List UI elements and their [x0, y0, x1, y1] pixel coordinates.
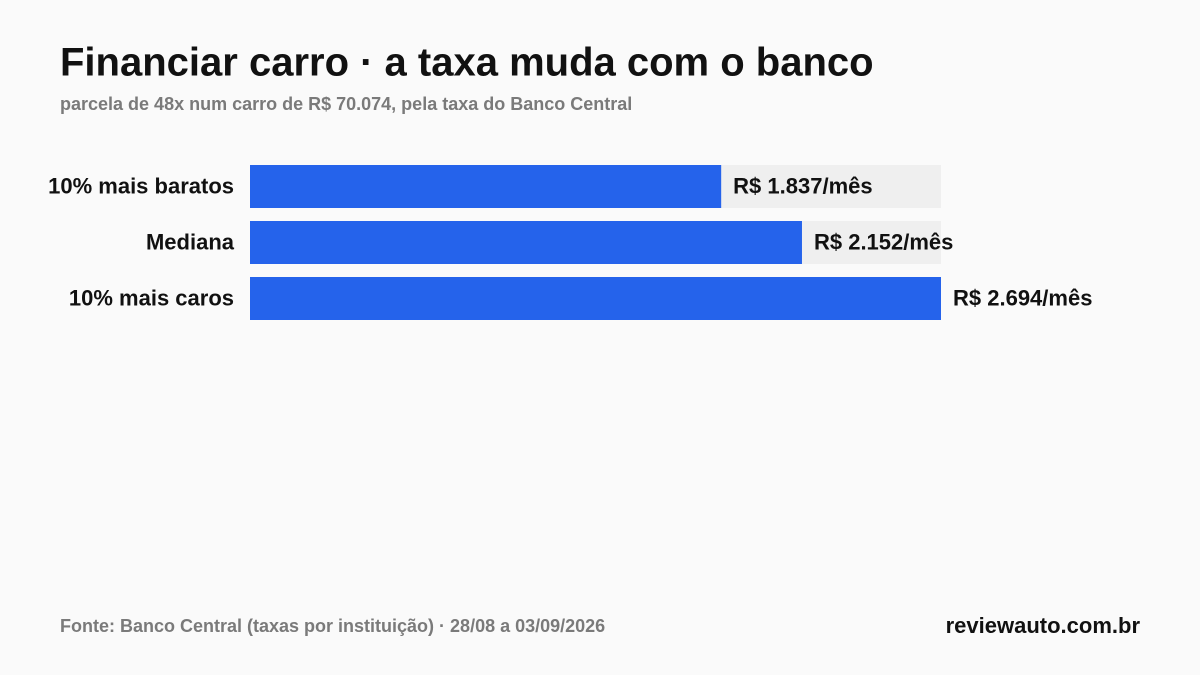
value-label: R$ 1.837/mês	[733, 173, 872, 198]
category-label: Mediana	[146, 229, 235, 254]
chart-title: Financiar carro · a taxa muda com o banc…	[60, 41, 874, 85]
bar	[250, 277, 941, 320]
chart-subtitle: parcela de 48x num carro de R$ 70.074, p…	[60, 94, 632, 114]
brand: reviewauto.com.br	[946, 613, 1141, 638]
category-label: 10% mais baratos	[48, 173, 234, 198]
bar	[250, 221, 802, 264]
value-label: R$ 2.694/mês	[953, 285, 1092, 310]
value-label: R$ 2.152/mês	[814, 229, 953, 254]
bar	[250, 165, 722, 208]
category-label: 10% mais caros	[69, 285, 234, 310]
source-note: Fonte: Banco Central (taxas por institui…	[60, 616, 605, 636]
